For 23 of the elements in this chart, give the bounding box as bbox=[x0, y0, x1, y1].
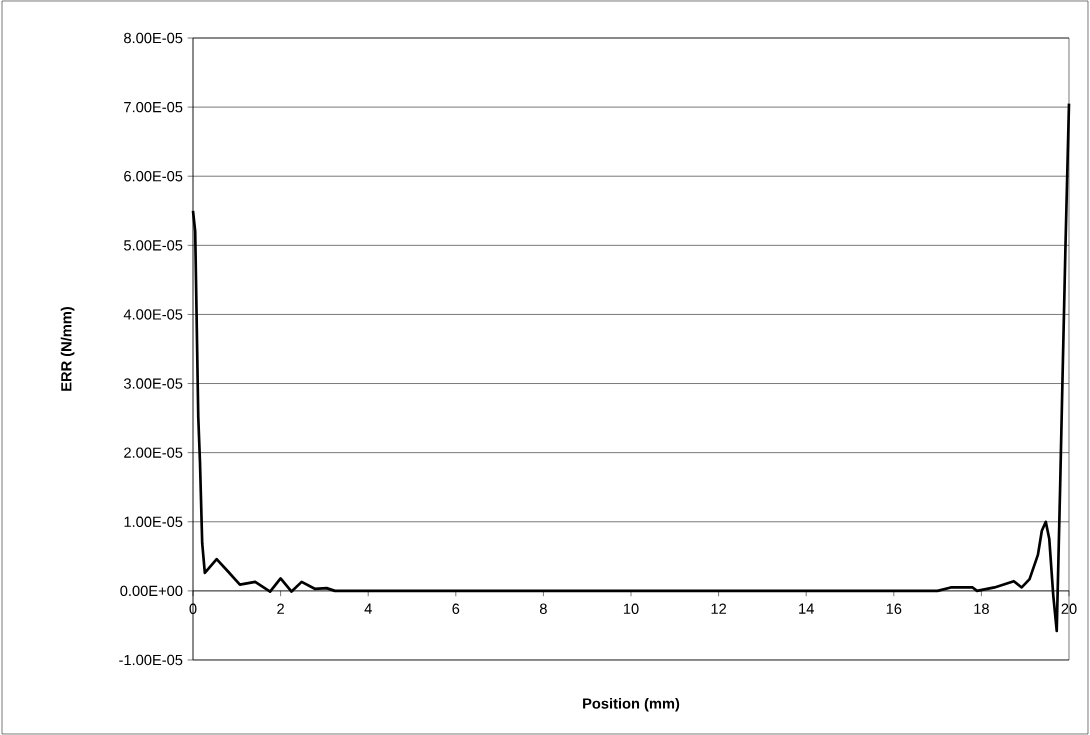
y-tick-label: 2.00E-05 bbox=[124, 447, 183, 458]
y-tick-label: 8.00E-05 bbox=[124, 32, 183, 44]
y-tick-label: 5.00E-05 bbox=[124, 240, 183, 251]
x-tick-label: 18 bbox=[974, 603, 989, 614]
y-tick-label: 6.00E-05 bbox=[124, 171, 183, 182]
y-tick-label: 0.00E+00 bbox=[120, 585, 183, 597]
y-axis-title: ERR (N/mm) bbox=[60, 306, 75, 391]
x-tick-label: 20 bbox=[1061, 603, 1077, 614]
y-tick-label: 7.00E-05 bbox=[124, 101, 183, 113]
x-tick-label: 2 bbox=[277, 603, 284, 614]
x-tick-label: 12 bbox=[711, 603, 727, 614]
y-tick-label: 4.00E-05 bbox=[123, 309, 183, 320]
x-tick-label: 4 bbox=[364, 603, 372, 614]
x-tick-label: 6 bbox=[452, 603, 460, 614]
x-tick-label: 16 bbox=[886, 603, 902, 614]
y-tick-label: -1.00E-05 bbox=[119, 654, 183, 666]
x-tick-label: 8 bbox=[539, 603, 547, 614]
x-tick-label: 0 bbox=[189, 603, 197, 614]
x-axis-title: Position (mm) bbox=[583, 697, 680, 712]
x-tick-label: 14 bbox=[799, 603, 814, 614]
y-tick-label: 1.00E-05 bbox=[124, 516, 183, 527]
y-tick-label: 3.00E-05 bbox=[124, 378, 183, 389]
x-tick-label: 10 bbox=[623, 603, 639, 614]
